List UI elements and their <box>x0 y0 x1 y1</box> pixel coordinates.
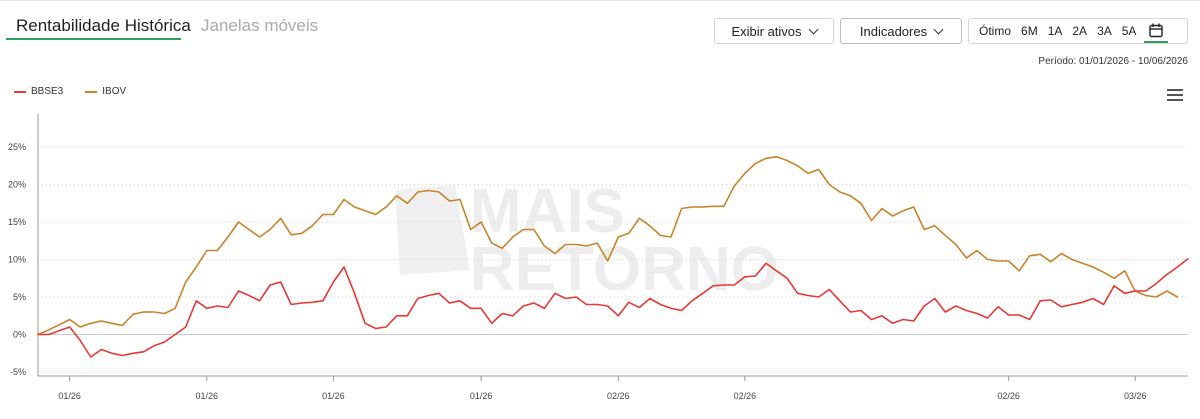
watermark-shape <box>395 185 470 275</box>
series-line-ibov <box>37 156 1179 336</box>
exibir-ativos-dropdown[interactable]: Exibir ativos <box>714 18 834 44</box>
period-3a[interactable]: 3A <box>1097 24 1112 38</box>
x-tick-label: 02/26 <box>734 391 757 401</box>
active-tab-underline <box>6 38 181 40</box>
legend-item-bbse3[interactable]: BBSE3 <box>14 86 63 97</box>
period-selector: Ótimo 6M 1A 2A 3A 5A <box>968 18 1188 44</box>
x-tick-label: 02/26 <box>607 391 630 401</box>
y-tick-label: 5% <box>13 292 26 302</box>
legend-swatch-bbse3 <box>14 90 26 93</box>
y-tick-label: 20% <box>8 180 26 190</box>
indicadores-dropdown[interactable]: Indicadores <box>840 18 962 44</box>
periodo-range-text: Período: 01/01/2026 - 10/06/2026 <box>1038 56 1188 67</box>
x-tick-label: 01/26 <box>58 391 81 401</box>
indicadores-label: Indicadores <box>859 23 928 39</box>
tab-rentabilidade-historica[interactable]: Rentabilidade Histórica <box>16 16 191 35</box>
legend-item-ibov[interactable]: IBOV <box>85 86 126 97</box>
period-6m[interactable]: 6M <box>1021 24 1038 38</box>
y-tick-label: 15% <box>8 217 26 227</box>
calendar-icon <box>1149 23 1164 37</box>
legend-swatch-ibov <box>85 90 98 93</box>
x-tick-label: 01/26 <box>322 391 345 401</box>
hamburger-menu-icon[interactable] <box>1167 89 1183 101</box>
chart-axes: 01/26 01/26 01/26 01/26 02/26 02/26 02/26 03/26… <box>37 114 1188 401</box>
x-tick-label: 03/26 <box>1124 391 1147 401</box>
chart-series <box>37 156 1189 358</box>
top-border <box>0 0 1200 1</box>
y-tick-label: 10% <box>8 255 26 265</box>
x-tick-label: 01/26 <box>196 391 219 401</box>
exibir-ativos-label: Exibir ativos <box>731 23 802 39</box>
tab-janelas-moveis[interactable]: Janelas móveis <box>201 16 319 35</box>
y-tick-label: -5% <box>10 367 26 377</box>
x-tick-label: 01/26 <box>470 391 493 401</box>
period-otimo[interactable]: Ótimo <box>979 24 1012 38</box>
y-tick-label: 0% <box>13 330 26 340</box>
period-2a[interactable]: 2A <box>1072 24 1088 38</box>
legend-label-bbse3: BBSE3 <box>31 86 64 97</box>
y-tick-label: 25% <box>8 142 26 152</box>
calendar-button[interactable] <box>1144 19 1169 43</box>
watermark-text-2: RETORNO <box>470 235 779 304</box>
x-tick-label: 02/26 <box>997 391 1020 401</box>
period-1a[interactable]: 1A <box>1047 24 1063 38</box>
chart-legend: BBSE3 IBOV <box>14 86 126 97</box>
watermark-text-1: MAIS <box>470 177 625 246</box>
legend-label-ibov: IBOV <box>102 86 127 97</box>
chart-grid: -5% 0% 5% 10% 15% 20% 25% <box>8 142 1188 377</box>
period-5a[interactable]: 5A <box>1121 24 1137 38</box>
series-line-bbse3 <box>37 257 1189 358</box>
